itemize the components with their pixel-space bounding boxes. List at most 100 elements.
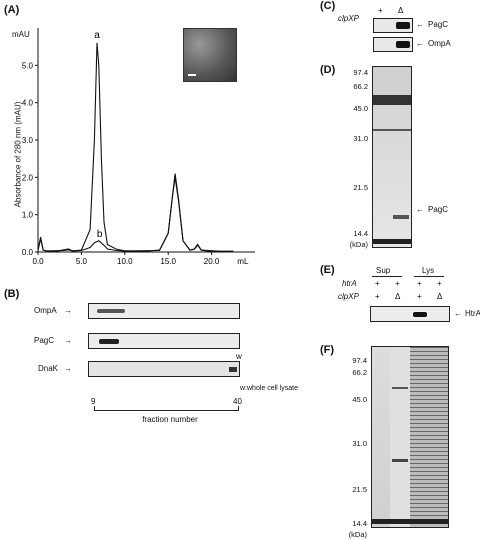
band [396, 22, 410, 29]
band [392, 459, 408, 462]
blot-c-pagc [373, 18, 413, 33]
arrow-icon: ← [454, 309, 462, 318]
genotype-label: clpXP [338, 14, 359, 23]
mw-marker: 97.4 [352, 356, 367, 365]
band [97, 309, 125, 313]
panel-c-label: (C) [320, 0, 336, 12]
band [373, 239, 411, 244]
group-line [414, 276, 444, 277]
panel-a-unit: mAU [12, 30, 30, 39]
peak-label-b: b [97, 229, 103, 240]
arrow-icon: → [64, 306, 72, 315]
peak-label-a: a [94, 30, 100, 41]
band [373, 129, 411, 131]
band [393, 215, 409, 219]
gel-f [371, 346, 449, 528]
blot-row-label-dnak: DnaK [38, 364, 59, 373]
mw-marker: 66.2 [352, 368, 367, 377]
group-label-sup: Sup [376, 266, 391, 275]
htra-label: htrA [342, 279, 357, 288]
blot-e-label: HtrA [465, 309, 480, 318]
band [373, 95, 411, 105]
fraction-end: 40 [233, 397, 242, 406]
w-mark: w [236, 352, 242, 361]
y-tick-label: 4.0 [22, 99, 34, 108]
panel-f-label: (F) [320, 344, 335, 356]
blot-dnak [88, 361, 240, 377]
mw-marker: 14.4 [352, 519, 367, 528]
htra-val: + [417, 279, 422, 288]
series-line-b [37, 177, 234, 252]
mw-unit: (kDa) [349, 240, 368, 249]
group-label-lys: Lys [422, 266, 435, 275]
group-line [372, 276, 402, 277]
lane-label-delta: Δ [398, 6, 404, 15]
x-tick-label: 5.0 [76, 257, 88, 266]
blot-pagc [88, 333, 240, 349]
blot-ompa [88, 303, 240, 319]
fraction-axis-label: fraction number [142, 415, 198, 424]
fraction-axis [94, 410, 239, 411]
y-tick-label: 0.0 [22, 248, 34, 257]
scale-bar [188, 74, 196, 76]
blot-c-label-ompa: OmpA [428, 39, 451, 48]
blot-row-label-pagc: PagC [34, 336, 55, 345]
band [372, 519, 448, 524]
mw-marker: 97.4 [353, 68, 368, 77]
band [413, 312, 427, 317]
x-tick-label: 10.0 [117, 257, 133, 266]
clpxp-label: clpXP [338, 292, 359, 301]
y-tick-label: 2.0 [22, 173, 34, 182]
panel-d-label: (D) [320, 64, 336, 76]
band [229, 367, 237, 372]
x-tick-label: 15.0 [160, 257, 176, 266]
band [392, 387, 408, 389]
htra-val: + [375, 279, 380, 288]
panel-b-label: (B) [4, 288, 20, 300]
blot-c-ompa [373, 37, 413, 52]
y-tick-label: 5.0 [22, 61, 34, 70]
y-tick-label: 1.0 [22, 211, 34, 220]
chart-axes [35, 28, 255, 255]
panel-a-label: (A) [4, 4, 20, 16]
gel-d [372, 66, 412, 248]
gel-lane [410, 347, 448, 527]
arrow-icon: ← [416, 20, 424, 29]
arrow-icon: ← [416, 39, 424, 48]
chart-lines [37, 42, 234, 252]
mw-marker: 21.5 [352, 485, 367, 494]
mw-unit: (kDa) [348, 530, 367, 539]
tick [94, 406, 95, 411]
htra-val: + [395, 279, 400, 288]
fraction-start: 9 [91, 397, 96, 406]
mw-marker: 45.0 [353, 104, 368, 113]
y-tick-label: 3.0 [22, 136, 34, 145]
x-unit: mL [237, 257, 249, 266]
band [99, 339, 119, 344]
blot-c-label-pagc: PagC [428, 20, 449, 29]
lane-label-plus: + [378, 6, 383, 15]
mw-marker: 31.0 [352, 439, 367, 448]
x-tick-label: 20.0 [204, 257, 220, 266]
mw-marker: 66.2 [353, 82, 368, 91]
mw-marker: 14.4 [353, 229, 368, 238]
chromatogram-chart: 0.0 1.0 2.0 3.0 4.0 5.0 0.0 5.0 10.0 15.0 20.0 mL a b [22, 28, 255, 266]
arrow-icon: → [64, 364, 72, 373]
w-note: w:whole cell lysate [240, 385, 298, 392]
micrograph-inset [183, 28, 237, 82]
mw-marker: 45.0 [352, 395, 367, 404]
band [396, 41, 410, 48]
arrow-icon: ← [416, 205, 424, 214]
clpxp-val: + [417, 292, 422, 301]
tick [238, 406, 239, 411]
panel-e-label: (E) [320, 264, 335, 276]
blot-row-label-ompa: OmpA [34, 306, 57, 315]
gel-d-band-label: PagC [428, 205, 449, 214]
chart-labels: 0.0 1.0 2.0 3.0 4.0 5.0 0.0 5.0 10.0 15.0 20.0 mL a b [22, 30, 249, 266]
clpxp-val: Δ [437, 292, 443, 301]
x-tick-label: 0.0 [32, 257, 44, 266]
mw-marker: 21.5 [353, 183, 368, 192]
arrow-icon: → [64, 336, 72, 345]
clpxp-val: Δ [395, 292, 401, 301]
mw-marker: 31.0 [353, 134, 368, 143]
